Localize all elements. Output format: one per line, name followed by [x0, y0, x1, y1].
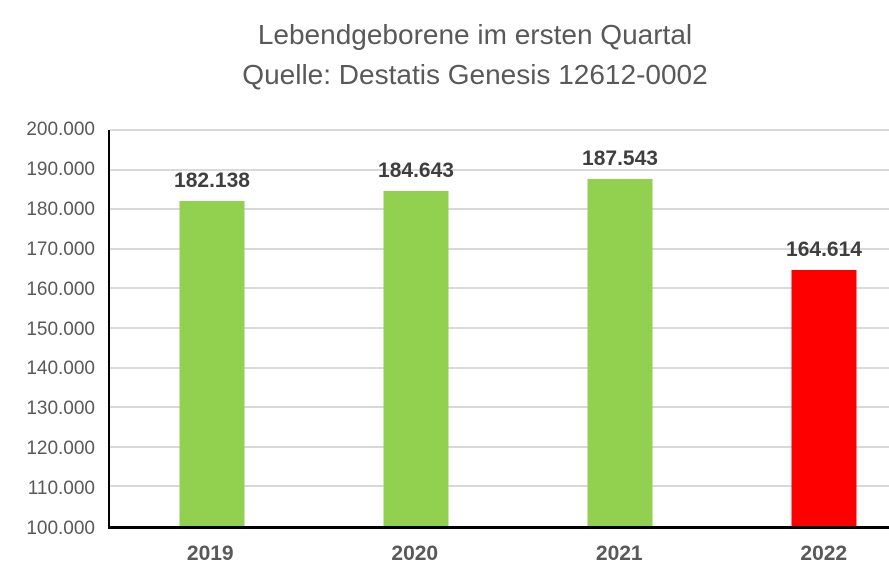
- y-tick-label: 200.000: [26, 119, 95, 140]
- y-tick-label: 150.000: [26, 318, 95, 340]
- bar-2022: [791, 270, 857, 526]
- bar-value-label-2021: 187.543: [582, 147, 658, 171]
- gridline: [110, 485, 889, 488]
- gridline: [110, 168, 889, 171]
- gridline: [110, 327, 889, 329]
- bar-column-2020: 184.643: [314, 130, 518, 526]
- bars: 182.138 184.643 187.543 164.614: [110, 130, 889, 526]
- bar-column-2019: 182.138: [110, 130, 314, 526]
- gridlines: [110, 129, 889, 526]
- chart-subtitle: Quelle: Destatis Genesis 12612-0002: [242, 59, 708, 90]
- y-axis: 100.000 110.000 120.000 130.000 140.000 150.0…: [0, 119, 95, 539]
- x-axis: 2019 2020 2021 2022: [108, 542, 889, 566]
- bar-2019: [179, 200, 245, 526]
- y-tick-label: 130.000: [26, 398, 95, 420]
- y-tick-label: 120.000: [26, 438, 95, 460]
- y-tick-label: 100.000: [26, 518, 95, 539]
- bar-2020: [383, 190, 449, 526]
- x-axis-label-2021: 2021: [595, 542, 643, 565]
- x-axis-label-2022: 2022: [800, 542, 848, 565]
- gridline: [110, 247, 889, 250]
- gridline: [110, 406, 889, 409]
- bar-value-label-2019: 182.138: [174, 168, 250, 192]
- gridline: [110, 366, 889, 369]
- gridline: [110, 208, 889, 211]
- y-tick-label: 190.000: [26, 158, 95, 180]
- y-tick-label: 180.000: [26, 198, 95, 220]
- plot-area: 182.138 184.643 187.543 164.614: [108, 129, 889, 529]
- gridline: [110, 129, 889, 131]
- chart-title: Lebendgeborene im ersten Quartal: [257, 19, 693, 50]
- bar-value-label-2020: 184.643: [378, 158, 454, 182]
- x-axis-label-2019: 2019: [186, 542, 234, 565]
- y-tick-label: 170.000: [26, 238, 95, 260]
- chart-title-block: Lebendgeborene im ersten Quartal Quelle:…: [60, 15, 889, 95]
- gridline: [110, 287, 889, 290]
- bar-column-2021: 187.543: [518, 130, 722, 526]
- bar-value-label-2022: 164.614: [786, 238, 862, 262]
- y-tick-label: 160.000: [26, 278, 95, 300]
- y-tick-label: 110.000: [27, 478, 95, 500]
- gridline: [110, 445, 889, 448]
- y-tick-label: 140.000: [26, 358, 95, 380]
- bar-2021: [587, 179, 653, 526]
- bar-column-2022: 164.614: [722, 130, 889, 526]
- x-axis-label-2020: 2020: [391, 542, 439, 565]
